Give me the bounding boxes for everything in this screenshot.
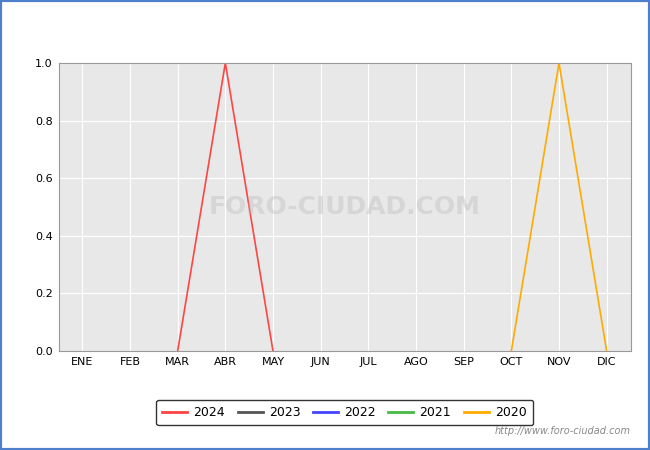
Text: FORO-CIUDAD.COM: FORO-CIUDAD.COM xyxy=(209,195,480,219)
Legend: 2024, 2023, 2022, 2021, 2020: 2024, 2023, 2022, 2021, 2020 xyxy=(156,400,533,425)
Text: http://www.foro-ciudad.com: http://www.foro-ciudad.com xyxy=(495,427,630,436)
Text: Matriculaciones de Vehiculos en Villora: Matriculaciones de Vehiculos en Villora xyxy=(163,18,487,36)
